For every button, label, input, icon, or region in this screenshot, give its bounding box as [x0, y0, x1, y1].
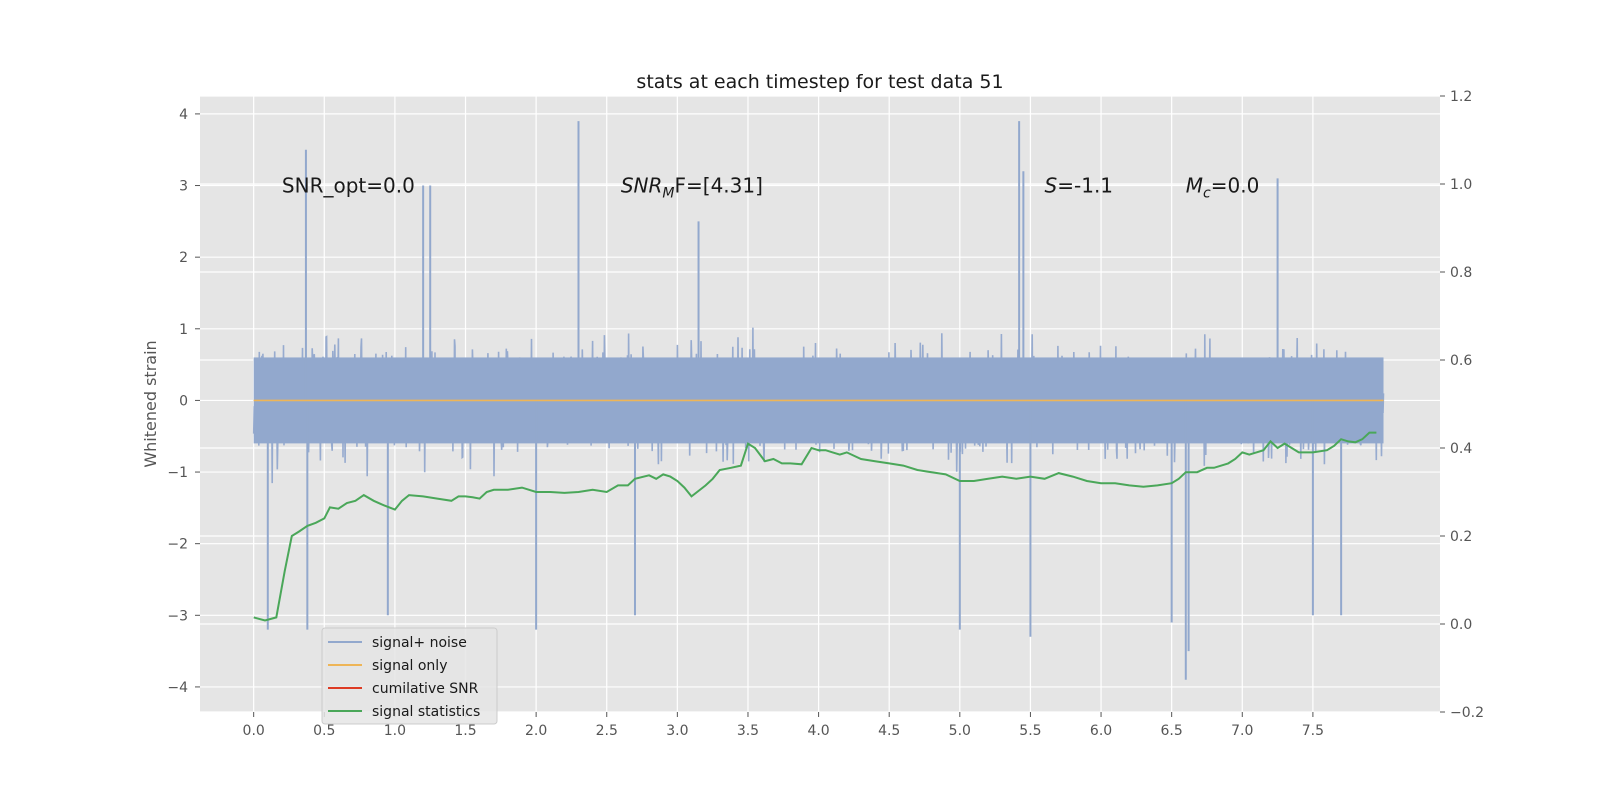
annotation-s-stat: S=-1.1 [1045, 174, 1113, 198]
x-tick-label: 7.5 [1302, 723, 1324, 739]
legend-label: signal only [372, 658, 447, 674]
y2-tick-label: 0.0 [1450, 617, 1472, 633]
x-tick-label: 4.5 [878, 723, 900, 739]
y2-tick-label: 0.6 [1450, 353, 1472, 369]
x-tick-label: 2.5 [596, 723, 618, 739]
y-tick-label: 3 [179, 179, 188, 195]
series-signal-statistics [253, 431, 1377, 622]
y-tick-label: 0 [179, 393, 188, 409]
annotation-value: F=[4.31] [675, 174, 763, 198]
y-axis-left: 4 3 2 1 0 −1 −2 −3 −4 [167, 107, 200, 696]
annotation-value: =-1.1 [1057, 174, 1113, 198]
x-tick-label: 0.5 [313, 723, 335, 739]
annotation-subscript: M [662, 186, 674, 202]
annotation-value: =0.0 [1211, 174, 1260, 198]
x-tick-label: 6.5 [1161, 723, 1183, 739]
x-tick-label: 0.0 [243, 723, 265, 739]
x-tick-label: 5.0 [949, 723, 971, 739]
x-tick-label: 5.5 [1019, 723, 1041, 739]
annotation-snr-opt: SNR_opt=0.0 [282, 174, 415, 198]
y2-tick-label: −0.2 [1450, 705, 1484, 721]
y2-tick-label: 0.4 [1450, 441, 1472, 457]
y-tick-label: 1 [179, 322, 188, 338]
y2-tick-label: 1.2 [1450, 89, 1472, 105]
y2-tick-label: 0.2 [1450, 529, 1472, 545]
annotation-symbol: SNR [621, 174, 663, 198]
annotations: SNR_opt=0.0 SNRMF=[4.31] S=-1.1 Mc=0.0 [282, 174, 1259, 202]
annotation-symbol: M [1186, 174, 1203, 198]
chart-title: stats at each timestep for test data 51 [636, 71, 1003, 93]
x-tick-label: 2.0 [525, 723, 547, 739]
legend-label: signal statistics [372, 704, 480, 720]
y-axis-right: 1.2 1.0 0.8 0.6 0.4 0.2 0.0 −0.2 [1440, 89, 1484, 721]
x-tick-label: 7.0 [1231, 723, 1253, 739]
x-tick-label: 6.0 [1090, 723, 1112, 739]
y-tick-label: −3 [167, 608, 188, 624]
x-tick-label: 3.5 [737, 723, 759, 739]
annotation-snr-mf: SNRMF=[4.31] [621, 174, 763, 202]
legend: signal+ noise signal only cumilative SNR si… [321, 627, 498, 725]
signal-statistics-line [253, 431, 1377, 622]
annotation-mc: Mc=0.0 [1186, 174, 1260, 202]
y-tick-label: −1 [167, 465, 188, 481]
legend-label: cumilative SNR [372, 681, 479, 697]
x-tick-label: 4.0 [807, 723, 829, 739]
legend-box [321, 627, 498, 725]
x-tick-label: 1.0 [384, 723, 406, 739]
y-tick-label: 2 [179, 250, 188, 266]
annotation-subscript: c [1203, 186, 1211, 202]
x-tick-label: 3.0 [666, 723, 688, 739]
y2-tick-label: 0.8 [1450, 265, 1472, 281]
x-axis: 0.0 0.5 1.0 1.5 2.0 2.5 3.0 3.5 4.0 4.5 5.0 5.5 6.0 6… [243, 712, 1324, 739]
x-tick-label: 1.5 [454, 723, 476, 739]
annotation-symbol: S [1045, 174, 1058, 198]
y-axis-label: Whitened strain [141, 340, 160, 467]
legend-label: signal+ noise [372, 635, 467, 651]
y-tick-label: −4 [167, 680, 188, 696]
y2-tick-label: 1.0 [1450, 177, 1472, 193]
y-tick-label: 4 [179, 107, 188, 123]
y-tick-label: −2 [167, 537, 188, 553]
